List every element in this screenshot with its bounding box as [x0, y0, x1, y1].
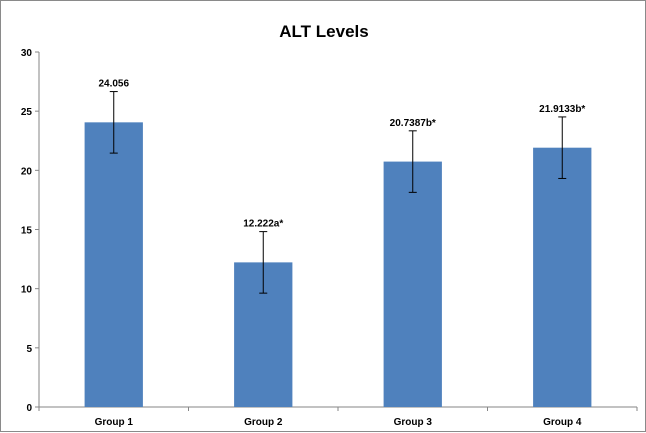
y-tick-label: 5 [26, 344, 32, 355]
x-tick-label: Group 3 [394, 417, 433, 428]
bars [84, 122, 592, 407]
data-label: 20.7387b* [390, 118, 436, 129]
bar [84, 122, 143, 407]
y-tick-label: 0 [26, 403, 32, 414]
chart-title: ALT Levels [279, 22, 368, 41]
data-label: 24.056 [98, 79, 129, 90]
x-tick-label: Group 2 [244, 417, 283, 428]
y-tick-label: 15 [21, 226, 33, 237]
data-labels: 24.056 12.222a* 20.7387b* 21.9133b* [98, 79, 585, 230]
bar [383, 161, 442, 407]
y-tick-label: 20 [21, 166, 33, 177]
bar [533, 147, 592, 407]
y-axis: 0 5 10 15 20 25 30 [21, 48, 40, 414]
y-tick-label: 10 [21, 285, 33, 296]
x-tick-label: Group 1 [95, 417, 134, 428]
data-label: 21.9133b* [539, 104, 585, 115]
data-label: 12.222a* [243, 219, 283, 230]
y-tick-label: 30 [21, 48, 33, 59]
x-axis: Group 1 Group 2 Group 3 Group 4 [38, 406, 638, 428]
y-tick-label: 25 [21, 107, 33, 118]
x-tick-label: Group 4 [543, 417, 582, 428]
error-bars [109, 91, 567, 294]
